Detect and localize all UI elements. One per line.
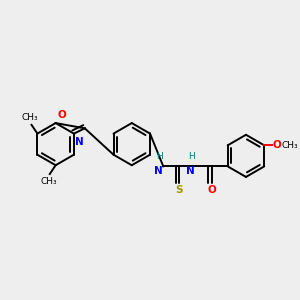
Text: N: N	[75, 137, 84, 147]
Text: CH₃: CH₃	[40, 177, 57, 186]
Text: H: H	[188, 152, 195, 161]
Text: H: H	[156, 152, 163, 161]
Text: O: O	[207, 185, 216, 195]
Text: CH₃: CH₃	[22, 113, 38, 122]
Text: N: N	[154, 166, 163, 176]
Text: N: N	[186, 166, 195, 176]
Text: CH₃: CH₃	[282, 141, 298, 150]
Text: O: O	[57, 110, 66, 119]
Text: S: S	[176, 185, 183, 195]
Text: O: O	[272, 140, 281, 150]
